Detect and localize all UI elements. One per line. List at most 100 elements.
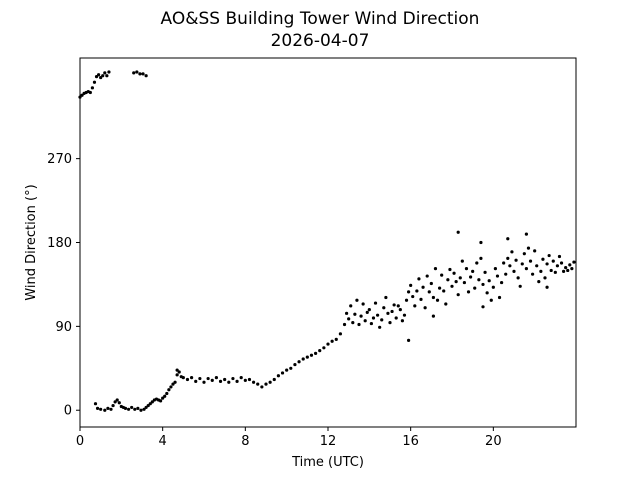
data-point [409,283,413,287]
data-point [371,316,376,320]
data-point [462,280,466,285]
data-point [218,379,223,383]
data-point [93,402,98,406]
data-point [531,272,535,276]
data-point [411,294,415,299]
data-point [198,376,202,381]
data-point [92,80,97,84]
data-point [417,277,421,281]
data-point [342,322,347,327]
data-point [425,274,429,278]
data-point [407,338,411,342]
data-point [159,399,163,403]
data-point [106,406,110,410]
data-point [431,295,435,300]
data-point [227,380,231,384]
data-point [419,297,423,301]
data-point [165,391,169,396]
data-point [497,295,502,300]
data-point [363,319,367,323]
data-point [345,311,349,315]
data-point [361,302,365,306]
data-point [80,93,84,97]
data-point [171,382,175,386]
data-point [539,269,543,273]
data-point [382,306,386,310]
data-point [535,264,539,268]
data-point [167,388,171,392]
data-point [349,304,353,308]
data-point [276,374,280,378]
data-point [289,366,293,370]
data-point [431,314,435,318]
data-point [466,290,471,294]
data-point [243,378,247,383]
data-point [479,240,483,245]
plot-frame [79,57,577,428]
data-point [223,377,227,382]
data-point [423,306,427,310]
data-point [181,376,185,380]
data-point [555,264,560,268]
data-point [398,307,402,312]
data-point [537,280,541,284]
data-point [489,298,493,302]
data-point [415,289,419,293]
data-point [545,285,549,289]
data-point [126,407,131,411]
data-point [136,406,140,410]
data-point [359,314,363,318]
data-point [456,293,460,297]
data-point [475,261,479,265]
data-point [551,259,555,263]
data-point [260,385,264,389]
data-point [495,274,500,278]
data-point [543,276,547,280]
data-point [479,256,483,260]
data-point [454,280,458,284]
data-point [107,70,111,74]
data-point [427,290,431,294]
data-point [146,403,150,408]
y-tick-label: 90 [55,320,72,335]
data-point [235,379,239,383]
data-point [214,376,218,380]
data-point [456,230,460,234]
data-point [460,259,464,263]
data-point [512,269,516,273]
data-point [557,254,562,259]
x-tick-label: 4 [159,434,167,449]
data-point [305,355,309,359]
data-point [130,405,134,410]
data-point [141,72,145,76]
data-point [566,268,570,273]
data-point [471,269,475,273]
data-point [487,279,491,283]
data-point [481,305,485,309]
data-point [314,351,318,355]
data-point [175,373,179,377]
data-point [95,406,100,410]
data-point [150,400,154,404]
data-point [440,273,444,277]
data-point [545,262,549,266]
data-point [185,377,190,382]
data-point [177,370,181,374]
data-point [522,252,526,256]
data-point [435,298,440,302]
data-point [396,304,400,308]
data-point [549,268,553,273]
data-points [78,70,576,412]
data-point [338,332,342,336]
y-tick-label: 180 [47,236,72,251]
data-point [135,70,139,74]
data-point [452,271,456,275]
data-point [272,377,276,382]
data-point [142,407,146,411]
data-point [553,270,557,274]
data-point [402,313,407,317]
data-point [433,266,438,271]
data-point [202,380,206,384]
data-point [386,311,390,315]
data-point [297,360,301,364]
